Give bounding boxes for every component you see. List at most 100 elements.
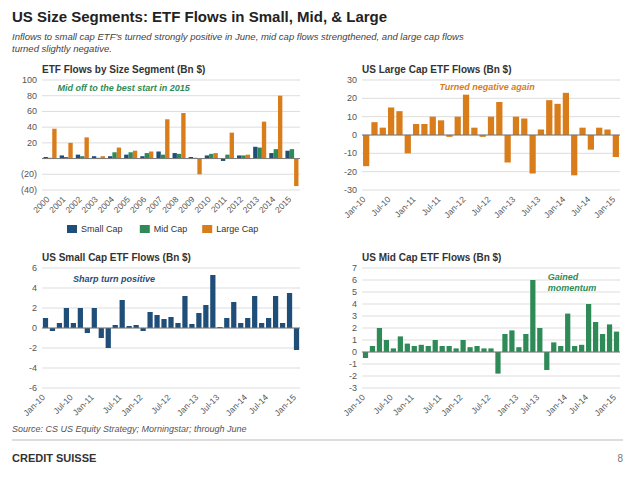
- bar: [52, 129, 56, 159]
- bar: [76, 155, 80, 159]
- bar: [177, 154, 181, 159]
- y-tick-label: 1: [352, 335, 357, 345]
- y-tick-label: 60: [27, 106, 37, 116]
- grid-line: [362, 376, 620, 377]
- title: US Size Segments: ETF Flows in Small, Mi…: [12, 8, 387, 25]
- bar: [294, 159, 298, 187]
- legend-swatch: [67, 225, 77, 233]
- x-tick-label: Jul-13: [518, 392, 542, 416]
- bar: [64, 308, 69, 328]
- bar: [225, 155, 229, 159]
- bar: [419, 345, 424, 352]
- x-tick-label: Jan-12: [119, 392, 145, 418]
- grid-line: [362, 304, 620, 305]
- bar: [521, 119, 527, 136]
- bar: [129, 152, 133, 158]
- bar: [99, 328, 104, 338]
- bar: [363, 135, 369, 166]
- bar: [287, 293, 292, 328]
- bar: [565, 314, 570, 352]
- bar: [269, 153, 273, 159]
- bar: [258, 148, 262, 159]
- grid-line: [42, 142, 300, 143]
- x-tick-label: Jan-12: [439, 392, 465, 418]
- bar: [384, 340, 389, 352]
- bar: [405, 344, 410, 352]
- text-line: momentum: [548, 283, 597, 293]
- text-line: turned slightly negative.: [12, 43, 112, 54]
- bars: [363, 280, 619, 374]
- panel: US Small Cap ETF Flows (Bn $)-6-4-20246J…: [21, 252, 300, 418]
- y-tick-label: 20: [27, 138, 37, 148]
- bar: [182, 296, 187, 328]
- bar: [117, 148, 121, 159]
- grid-line: [362, 280, 620, 281]
- bar: [278, 96, 282, 159]
- y-tick-label: 80: [27, 91, 37, 101]
- x-tick-label: Jan-11: [71, 392, 96, 417]
- bar: [196, 313, 201, 328]
- bar: [112, 152, 116, 158]
- bar: [290, 149, 294, 158]
- annotation: Sharp turn positive: [73, 274, 155, 284]
- bar: [92, 308, 97, 328]
- x-tick-label: 2011: [209, 194, 229, 214]
- y-tick-label: 4: [352, 299, 357, 309]
- y-tick-label: 6: [32, 263, 37, 273]
- x-tick-label: 2012: [225, 194, 246, 215]
- x-tick-label: 2013: [241, 194, 262, 215]
- x-tick-label: 2015: [273, 194, 294, 215]
- page-number: 8: [617, 453, 623, 464]
- bar: [210, 275, 215, 328]
- grid-line: [42, 388, 300, 389]
- bar: [513, 117, 519, 135]
- chart-title: US Large Cap ETF Flows (Bn $): [362, 64, 511, 75]
- bar: [120, 300, 125, 328]
- grid-line: [362, 268, 620, 269]
- x-tick-label: Jan-14: [224, 392, 250, 418]
- bar: [488, 117, 494, 135]
- bar: [262, 122, 266, 159]
- x-tick-label: Jul-12: [469, 194, 493, 218]
- bars: [43, 275, 299, 350]
- x-tick-label: 2004: [96, 194, 117, 215]
- bar: [145, 153, 149, 159]
- y-tick-label: -6: [29, 383, 37, 393]
- bar: [544, 352, 549, 370]
- bar: [161, 319, 166, 328]
- baseline: [42, 328, 300, 329]
- grid-line: [42, 111, 300, 112]
- source: Source: CS US Equity Strategy; Morningst…: [12, 424, 247, 434]
- x-tick-label: Jan-11: [393, 194, 418, 219]
- y-tick-label: -2: [349, 371, 357, 381]
- bar: [614, 332, 619, 352]
- y-tick-label: 10: [347, 112, 357, 122]
- x-tick-label: Jul-12: [149, 392, 173, 416]
- x-tick-label: 2008: [160, 194, 181, 215]
- bar: [203, 305, 208, 328]
- bar: [124, 155, 128, 159]
- bar: [481, 348, 486, 352]
- bar: [509, 330, 514, 352]
- y-tick-label: 3: [352, 311, 357, 321]
- bar: [405, 135, 411, 153]
- bar: [231, 302, 236, 328]
- bar: [253, 147, 257, 159]
- bar: [558, 346, 563, 352]
- x-tick-label: Jul-11: [419, 194, 442, 217]
- y-tick-label: 2: [32, 303, 37, 313]
- text-line: Inflows to small cap ETF's turned strong…: [12, 31, 464, 42]
- x-tick-label: Jan-13: [175, 392, 201, 418]
- bar: [579, 345, 584, 352]
- grid-line: [362, 80, 620, 81]
- annotation: Turned negative again: [439, 82, 535, 92]
- bar: [551, 342, 556, 352]
- bar: [213, 153, 217, 159]
- y-tick-label: 4: [32, 283, 37, 293]
- bar: [57, 323, 62, 328]
- grid-line: [42, 268, 300, 269]
- bar: [529, 135, 535, 174]
- grid-line: [42, 328, 300, 329]
- bar: [84, 137, 88, 158]
- panel: US Large Cap ETF Flows (Bn $)-30-20-1001…: [342, 64, 620, 220]
